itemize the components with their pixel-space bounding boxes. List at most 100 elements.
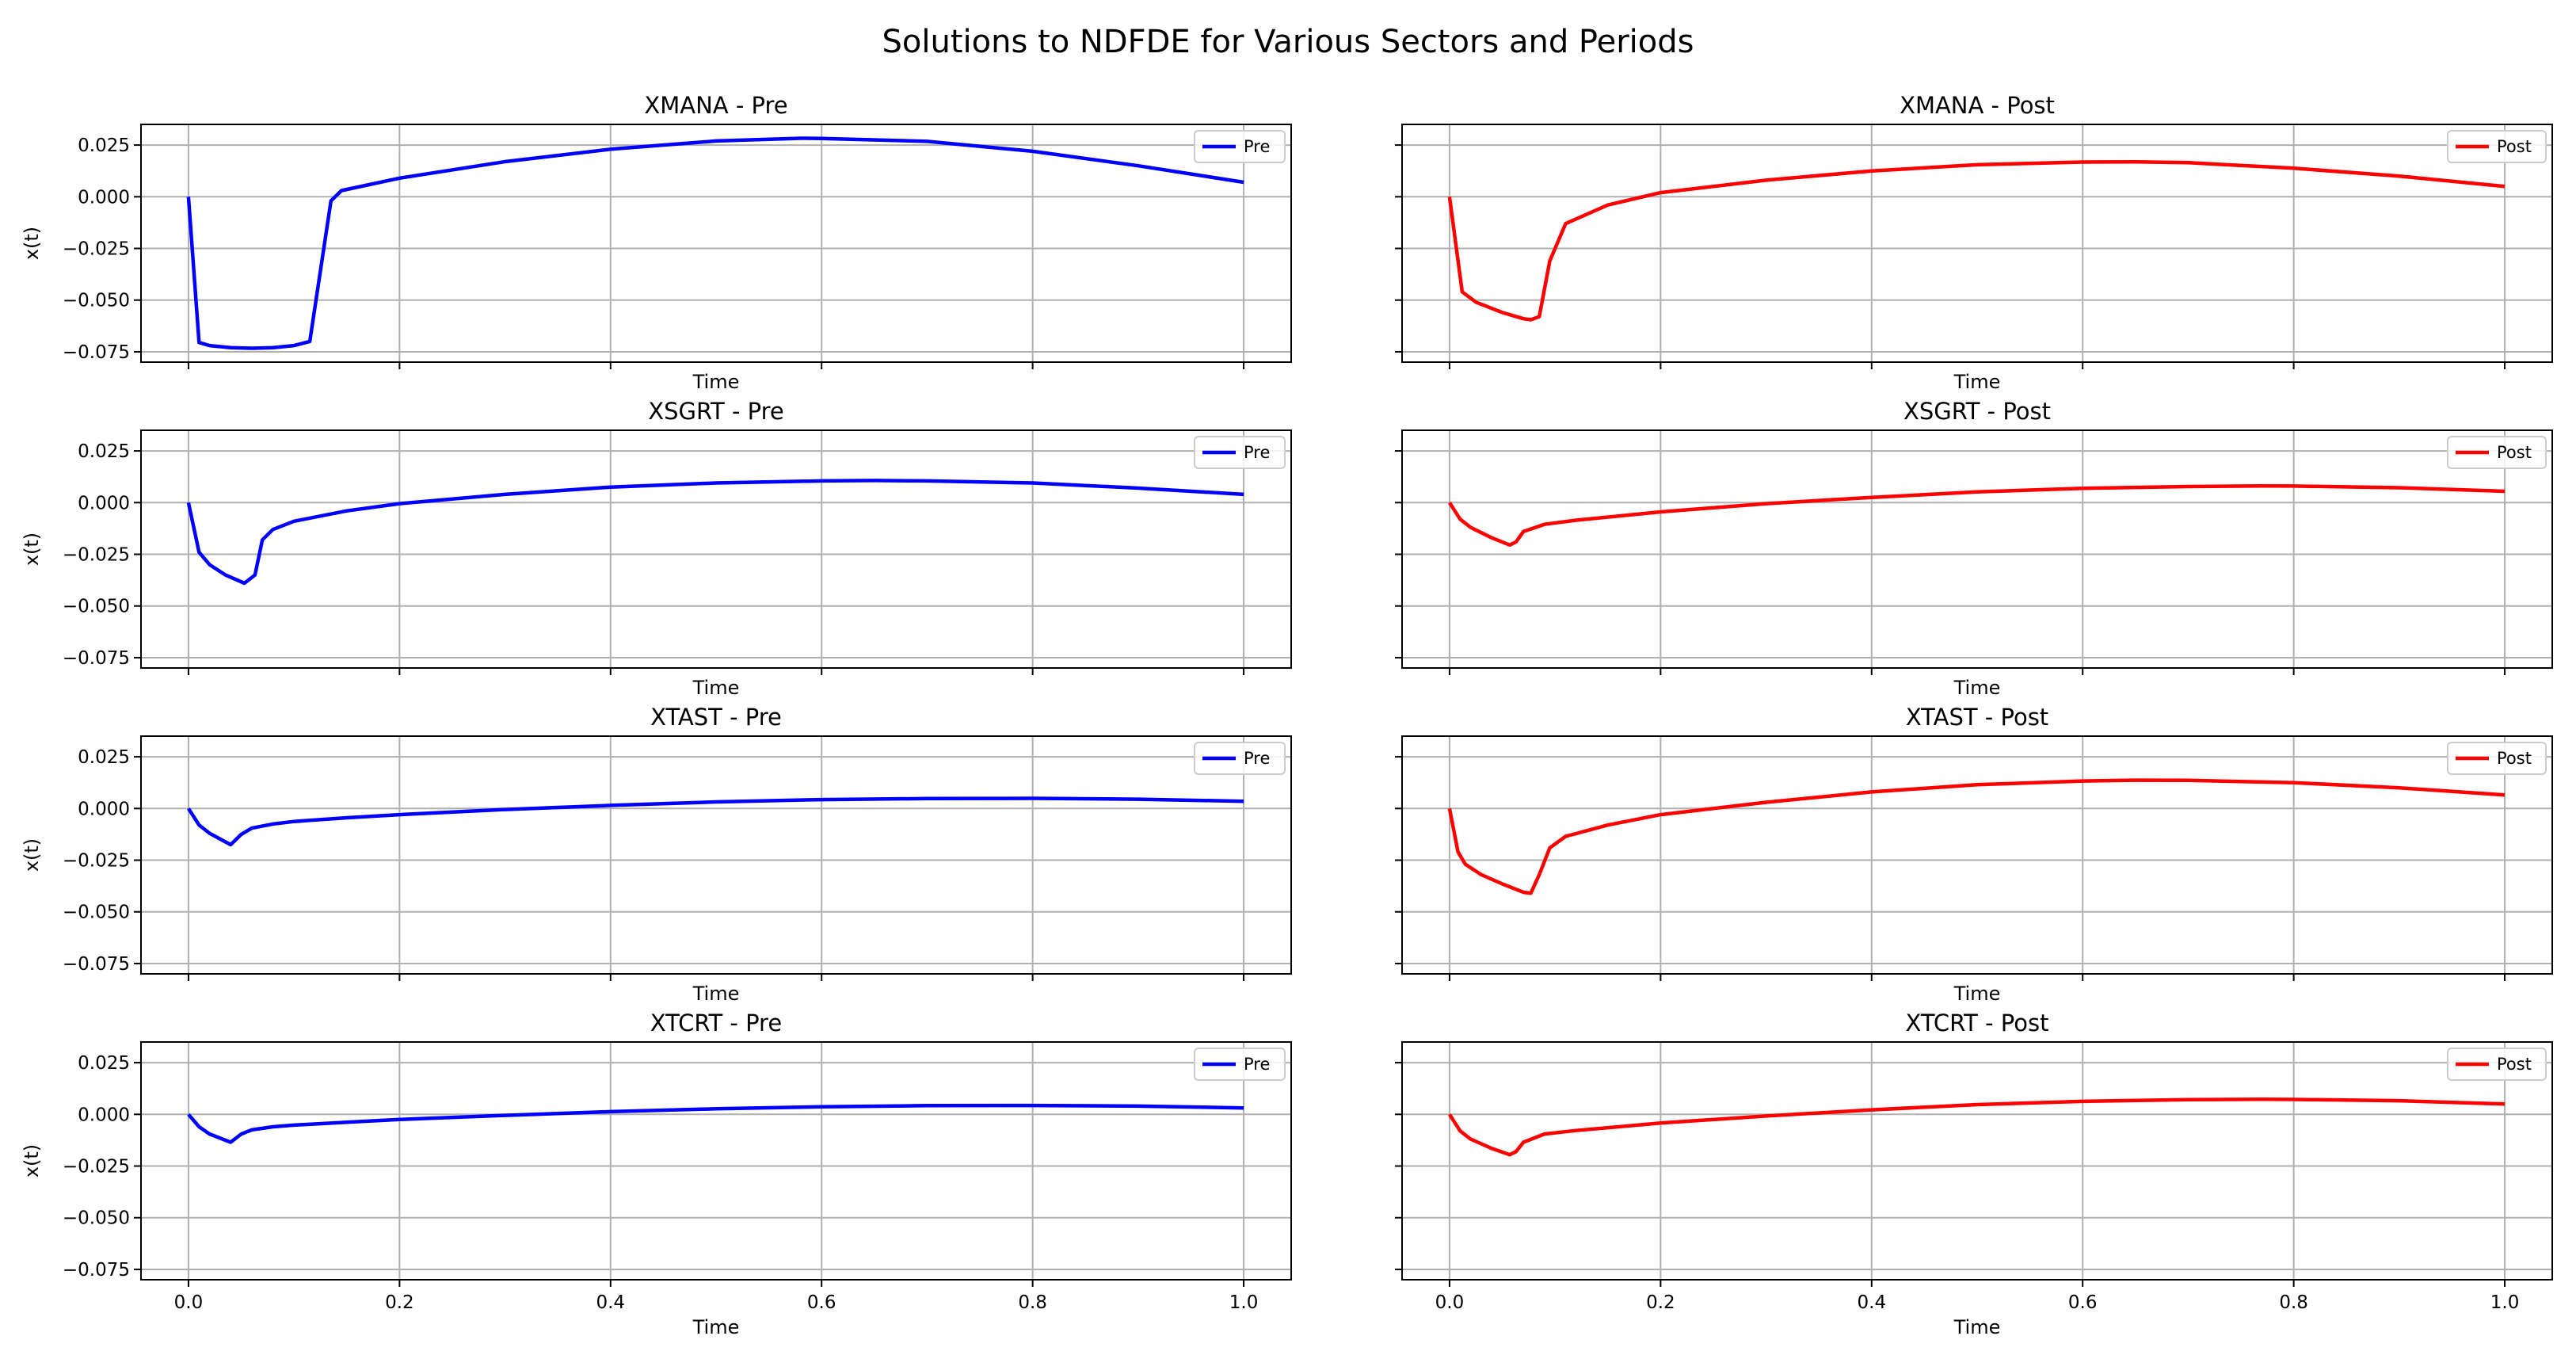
x-tick-label: 0.4 [596,1292,625,1313]
series-line-post [1448,483,2506,548]
y-tick-label: −0.075 [63,1260,130,1281]
y-tick-label: −0.050 [63,903,130,923]
series-line-post [1447,159,2506,322]
subplot-title: XTCRT - Pre [650,1010,782,1036]
x-tick-label: 0.0 [1435,1292,1465,1313]
x-tick-label: 1.0 [1229,1292,1259,1313]
y-axis-label: x(t) [21,1144,43,1178]
subplot: XMANA - Post Time Post [1395,92,2553,393]
x-tick-label: 0.6 [2068,1292,2098,1313]
legend: Pre [1194,130,1286,163]
subplot: XSGRT - Pre 0.025 0.000 −0.025 −0.050 −0.075 T… [21,398,1292,699]
axes-frame [1401,735,2553,975]
y-tick-label: 0.025 [78,441,130,462]
y-tick-label: 0.000 [78,187,130,208]
legend: Pre [1194,1048,1286,1081]
legend-box [2447,436,2547,469]
axes-frame [1401,124,2553,363]
subplot-title: XMANA - Post [1900,92,2055,119]
x-axis-label: Time [692,371,740,393]
series-line-pre [187,796,1244,847]
legend-box [2447,130,2547,163]
y-tick-label: −0.075 [63,648,130,669]
legend: Post [2447,1048,2547,1081]
y-tick-label: −0.025 [63,239,130,260]
y-tick-label: −0.025 [63,1157,130,1178]
legend-label: Post [2497,749,2532,768]
subplot-title: XTCRT - Post [1906,1010,2049,1036]
legend-label: Post [2497,1055,2532,1074]
x-tick-label: 0.0 [174,1292,204,1313]
y-axis-label: x(t) [21,532,43,566]
x-tick-label: 0.8 [2279,1292,2308,1313]
subplot-title: XTAST - Pre [650,704,782,731]
subplot-title: XTAST - Post [1906,704,2048,731]
y-axis-label: x(t) [21,838,43,872]
legend-label: Post [2497,137,2532,156]
series-line-post [1447,778,2506,895]
x-axis-label: Time [692,677,740,699]
x-axis-label: Time [1953,1316,2001,1338]
legend: Post [2447,130,2547,163]
y-tick-label: −0.075 [63,954,130,975]
subplot-title: XMANA - Pre [644,92,787,119]
y-tick-label: −0.050 [63,597,130,617]
y-tick-label: −0.050 [63,1208,130,1229]
y-tick-label: −0.075 [63,342,130,363]
y-tick-label: −0.025 [63,545,130,566]
y-tick-label: 0.000 [78,493,130,513]
legend-box [2447,1048,2547,1081]
y-tick-label: −0.050 [63,291,130,311]
subplot: XTCRT - Post 0.0 0.2 0.4 0.6 0.8 1.0 Time Post [1395,1010,2553,1338]
axes-frame [140,1041,1292,1281]
x-axis-label: Time [692,983,740,1005]
subplots-grid: XMANA - Pre 0.025 0.000 −0.025 −0.050 −0.075 T… [21,92,2553,1338]
legend-label: Pre [1244,1055,1270,1074]
x-axis-label: Time [692,1316,740,1338]
series-line-post [1448,1097,2506,1157]
legend-label: Post [2497,443,2532,462]
y-tick-label: 0.000 [78,799,130,819]
legend-box [2447,742,2547,775]
legend-box [1194,436,1286,469]
legend: Pre [1194,742,1286,775]
legend-box [1194,742,1286,775]
legend-label: Pre [1244,443,1270,462]
x-axis-label: Time [1953,983,2001,1005]
subplot-title: XSGRT - Post [1903,398,2051,425]
x-tick-label: 0.2 [1646,1292,1675,1313]
legend: Pre [1194,436,1286,469]
legend-label: Pre [1244,137,1270,156]
x-tick-label: 1.0 [2490,1292,2520,1313]
legend: Post [2447,436,2547,469]
x-axis-label: Time [1953,677,2001,699]
x-axis-label: Time [1953,371,2001,393]
series-line-pre [186,136,1244,350]
y-tick-label: 0.025 [78,136,130,156]
y-tick-label: −0.025 [63,851,130,872]
y-tick-label: 0.025 [78,1053,130,1074]
series-line-pre [187,1103,1244,1144]
series-line-pre [186,479,1244,586]
x-tick-label: 0.8 [1018,1292,1047,1313]
axes-frame [140,735,1292,975]
subplot: XTAST - Post Time Post [1395,704,2553,1005]
y-tick-label: 0.000 [78,1105,130,1125]
subplot: XSGRT - Post Time Post [1395,398,2553,699]
axes-frame [1401,429,2553,669]
subplot: XMANA - Pre 0.025 0.000 −0.025 −0.050 −0.075 T… [21,92,1292,393]
figure-suptitle: Solutions to NDFDE for Various Sectors a… [882,24,1694,60]
legend: Post [2447,742,2547,775]
axes-frame [140,429,1292,669]
subplot: XTCRT - Pre 0.0 0.2 0.4 0.6 0.8 1.0 0.025 0.000 −… [21,1010,1292,1338]
x-tick-label: 0.6 [807,1292,836,1313]
legend-box [1194,130,1286,163]
y-axis-label: x(t) [21,227,43,260]
y-tick-label: 0.025 [78,747,130,768]
axes-frame [140,124,1292,363]
subplot-title: XSGRT - Pre [648,398,784,425]
x-tick-label: 0.4 [1858,1292,1887,1313]
axes-frame [1401,1041,2553,1281]
